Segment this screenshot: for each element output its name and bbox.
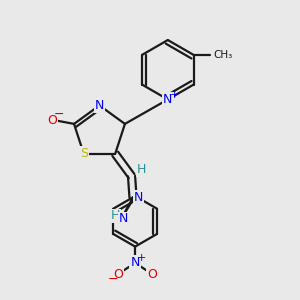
- Text: S: S: [80, 147, 88, 160]
- Text: CH₃: CH₃: [213, 50, 232, 60]
- Text: N: N: [130, 256, 140, 269]
- Text: −: −: [107, 273, 118, 286]
- Text: N: N: [163, 93, 172, 106]
- Text: N: N: [134, 191, 143, 204]
- Text: O: O: [147, 268, 157, 281]
- Text: H: H: [136, 163, 146, 176]
- Text: +: +: [136, 253, 146, 262]
- Text: N: N: [119, 212, 128, 225]
- Text: O: O: [113, 268, 123, 281]
- Text: N: N: [95, 99, 104, 112]
- Text: −: −: [54, 108, 64, 121]
- Text: O: O: [47, 114, 57, 128]
- Text: +: +: [170, 90, 179, 100]
- Text: H: H: [111, 209, 121, 222]
